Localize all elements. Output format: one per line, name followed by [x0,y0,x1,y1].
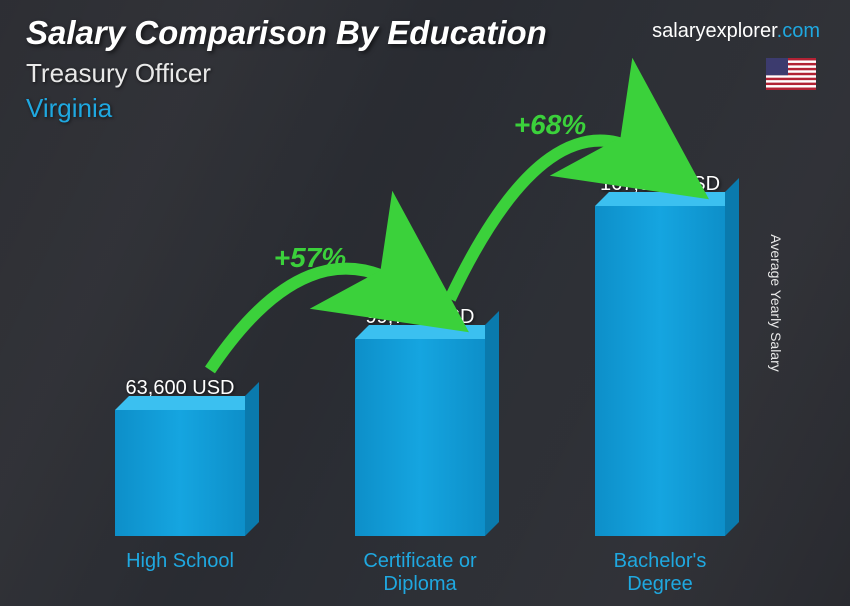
bar-labels: High School Certificate orDiploma Bachelor… [60,550,780,596]
bar [595,206,725,536]
bar-label: Certificate orDiploma [335,550,505,596]
bar [355,339,485,536]
bar-group: 99,700 USD [335,306,505,536]
bar-group: 167,000 USD [575,173,745,536]
chart-subtitle: Treasury Officer [26,58,824,89]
brand-logo: salaryexplorer.com [652,20,820,43]
bar-group: 63,600 USD [95,377,265,536]
bar-label: High School [95,550,265,596]
bar-chart: 63,600 USD 99,700 USD 167,000 USD [60,96,780,536]
brand-tld: .com [777,20,820,42]
bar [115,410,245,536]
flag-icon [766,58,816,90]
brand-name: salaryexplorer [652,20,777,42]
bar-label: Bachelor'sDegree [575,550,745,596]
